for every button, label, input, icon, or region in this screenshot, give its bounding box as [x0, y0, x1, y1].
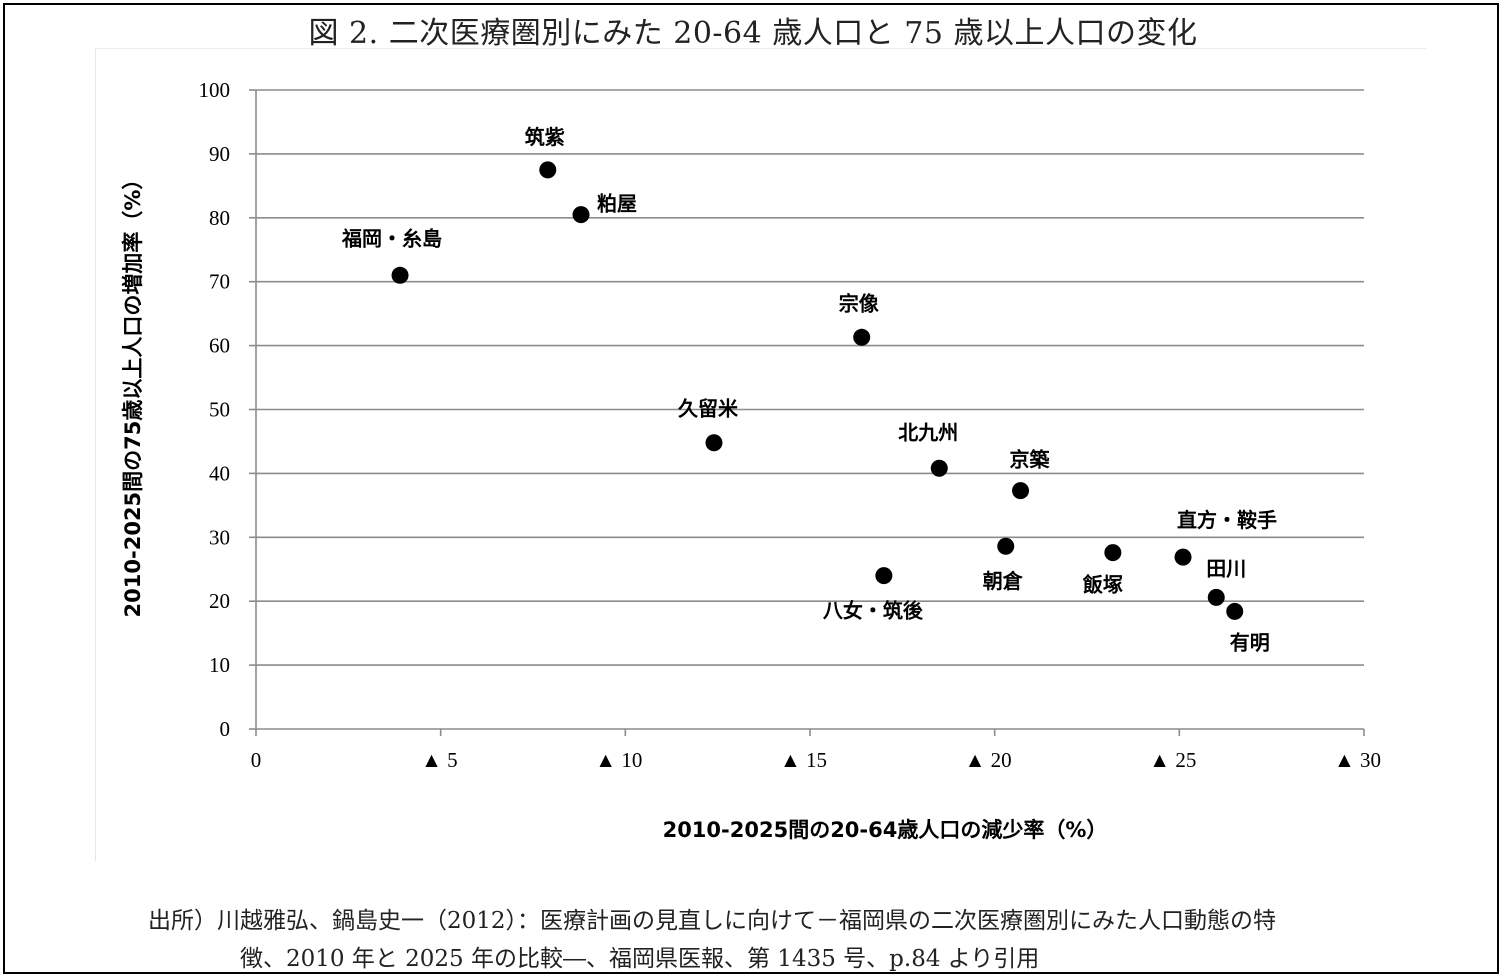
y-tick-labels: 0 10 20 30 40 50 60 70 80 90 100 [199, 78, 231, 741]
data-point [705, 434, 723, 452]
data-point [930, 459, 948, 477]
y-tick-label: 100 [199, 78, 231, 102]
x-tick-label: 0 [251, 748, 262, 772]
source-line-2: 徴、2010 年と 2025 年の比較―、福岡県医報、第 1435 号、p.84… [240, 946, 1040, 972]
y-tick-label: 80 [209, 206, 230, 230]
x-tick-label: ▲ 20 [965, 748, 1012, 772]
y-tick-label: 10 [209, 653, 230, 677]
point-label: 八女・筑後 [823, 599, 924, 623]
point-label: 田川 [1206, 556, 1246, 580]
chart-title: 図 2. 二次医療圏別にみた 20-64 歳人口と 75 歳以上人口の変化 [308, 16, 1198, 51]
y-tick-label: 30 [209, 525, 230, 549]
data-point [391, 266, 409, 284]
data-point [539, 161, 557, 179]
point-label: 朝倉 [983, 569, 1024, 593]
point-label: 久留米 [678, 397, 739, 421]
scatter-chart: 0 10 20 30 40 50 60 70 80 90 100 0 ▲ 5 ▲ 10 ▲ 15 ▲ 20 ▲… [121, 78, 1381, 842]
y-tick-label: 20 [209, 589, 230, 613]
data-point [1012, 482, 1030, 500]
x-axis-label: 2010-2025間の20-64歳人口の減少率（%） [663, 818, 1108, 842]
x-tick-labels: 0 ▲ 5 ▲ 10 ▲ 15 ▲ 20 ▲ 25 ▲ 30 [251, 748, 1381, 772]
data-point [1174, 548, 1192, 566]
data-points [391, 161, 1244, 620]
y-tick-label: 0 [220, 717, 231, 741]
point-label: 福岡・糸島 [341, 226, 442, 250]
data-point [1104, 544, 1122, 562]
y-tick-label: 40 [209, 461, 230, 485]
data-point [1207, 588, 1225, 606]
y-tick-label: 60 [209, 334, 230, 358]
data-point [875, 567, 893, 585]
y-axis-label: 2010-2025間の75歳以上人口の増加率（%） [121, 169, 145, 618]
point-label: 筑紫 [525, 125, 565, 149]
x-tick-label: ▲ 10 [595, 748, 642, 772]
point-label: 有明 [1230, 630, 1270, 654]
point-label: 宗像 [839, 291, 880, 315]
x-tick-label: ▲ 25 [1149, 748, 1196, 772]
point-label: 飯塚 [1082, 573, 1123, 597]
point-label: 粕屋 [597, 192, 637, 216]
figure-frame [3, 3, 1499, 974]
x-tick-label: ▲ 30 [1334, 748, 1381, 772]
y-tick-label: 50 [209, 398, 230, 422]
y-tick-label: 90 [209, 142, 230, 166]
data-point [1226, 602, 1244, 620]
point-label: 北九州 [898, 420, 958, 444]
y-tick-label: 70 [209, 270, 230, 294]
data-point [572, 206, 590, 224]
x-tick-label: ▲ 15 [780, 748, 827, 772]
point-label: 直方・鞍手 [1177, 508, 1277, 532]
plot-background [95, 48, 1426, 861]
point-label: 京築 [1010, 448, 1051, 472]
data-point [997, 537, 1015, 555]
data-point [853, 328, 871, 346]
axes [249, 89, 1365, 736]
source-citation: 出所）川越雅弘、鍋島史一（2012）：医療計画の見直しに向けて－福岡県の二次医療… [148, 902, 1468, 978]
source-line-1: 出所）川越雅弘、鍋島史一（2012）：医療計画の見直しに向けて－福岡県の二次医療… [148, 908, 1277, 934]
gridlines [256, 89, 1364, 666]
x-tick-label: ▲ 5 [421, 748, 458, 772]
